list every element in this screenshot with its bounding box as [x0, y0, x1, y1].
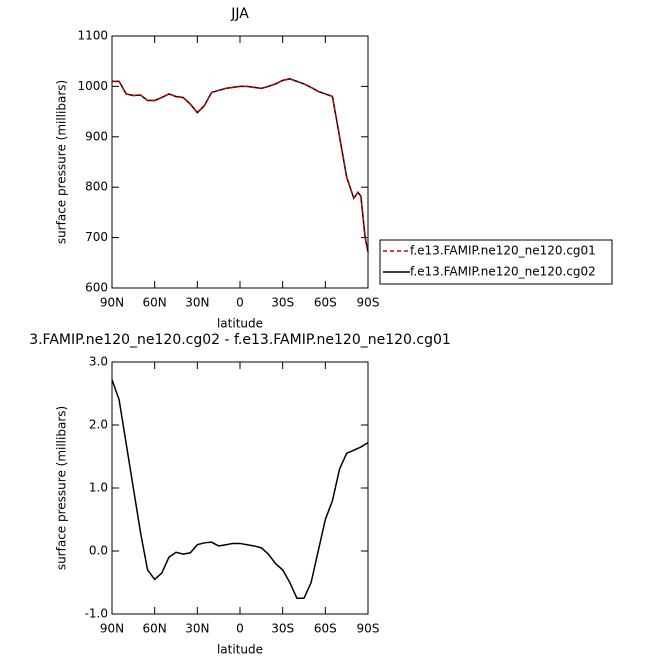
- y-tick-label: 1100: [77, 29, 108, 43]
- x-axis-label: latitude: [217, 317, 263, 331]
- x-tick-label: 30S: [271, 296, 294, 310]
- legend-label: f.e13.FAMIP.ne120_ne120.cg02: [410, 265, 596, 279]
- plot-frame: [111, 361, 369, 615]
- y-tick-label: 600: [85, 281, 108, 295]
- chart-title: JJA: [230, 6, 249, 22]
- plot-frame: [111, 35, 369, 289]
- y-tick-label: -1.0: [85, 607, 108, 621]
- y-axis-label: surface pressure (millibars): [55, 406, 69, 570]
- x-tick-label: 0: [236, 622, 244, 636]
- x-tick-label: 60N: [143, 296, 167, 310]
- x-tick-label: 30N: [185, 296, 209, 310]
- x-tick-label: 90S: [357, 622, 380, 636]
- y-tick-label: 1000: [77, 79, 108, 93]
- x-tick-label: 60S: [314, 622, 337, 636]
- x-tick-label: 90N: [100, 296, 124, 310]
- y-axis-label: surface pressure (millibars): [55, 80, 69, 244]
- data-line: [112, 78, 369, 252]
- y-tick-label: 900: [85, 129, 108, 143]
- x-tick-label: 0: [236, 296, 244, 310]
- y-tick-label: 800: [85, 180, 108, 194]
- x-tick-label: 90S: [357, 296, 380, 310]
- x-tick-label: 30S: [271, 622, 294, 636]
- chart-title: 3.FAMIP.ne120_ne120.cg02 - f.e13.FAMIP.n…: [29, 332, 451, 348]
- y-tick-label: 3.0: [89, 355, 108, 369]
- x-tick-label: 90N: [100, 622, 124, 636]
- data-line: [111, 379, 369, 599]
- x-tick-label: 60S: [314, 296, 337, 310]
- x-tick-label: 60N: [143, 622, 167, 636]
- x-axis-label: latitude: [217, 643, 263, 657]
- data-line: [112, 78, 369, 252]
- legend-box: [379, 239, 613, 285]
- y-tick-label: 0.0: [89, 544, 108, 558]
- y-tick-label: 700: [85, 230, 108, 244]
- y-tick-label: 2.0: [89, 418, 108, 432]
- x-tick-label: 30N: [185, 622, 209, 636]
- legend-label: f.e13.FAMIP.ne120_ne120.cg01: [410, 244, 596, 258]
- y-tick-label: 1.0: [89, 481, 108, 495]
